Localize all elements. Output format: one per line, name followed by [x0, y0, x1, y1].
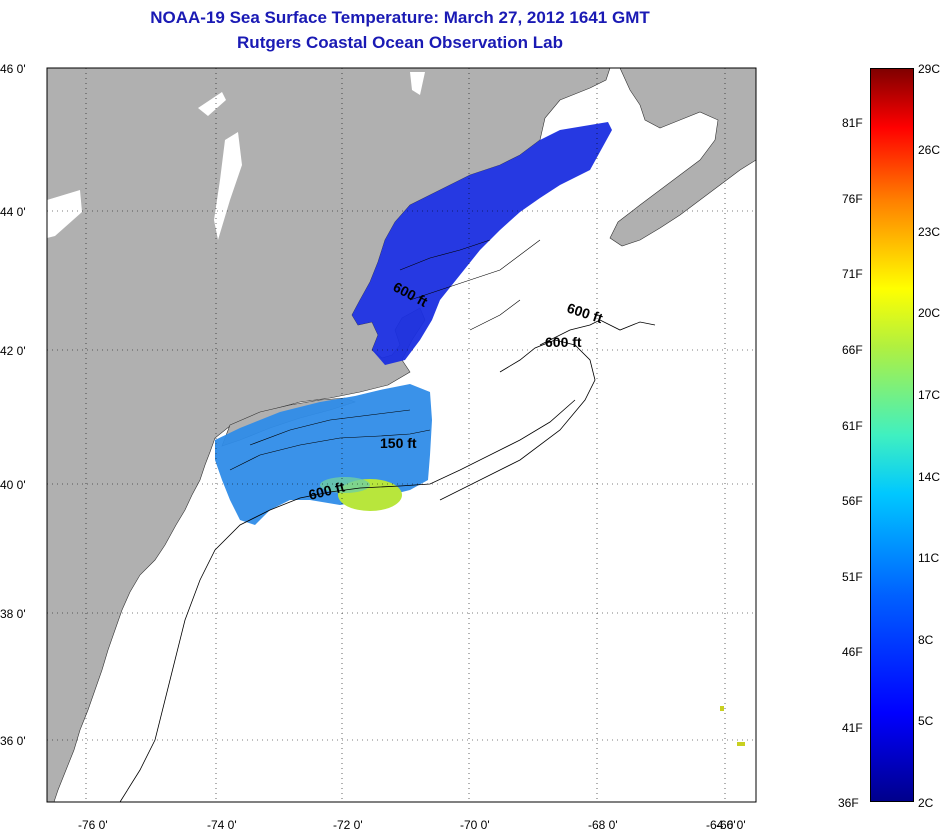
lat-label: 44 0': [0, 205, 26, 219]
colorbar-c-label: 5C: [918, 714, 934, 728]
sst-warm-fringe: [320, 477, 370, 493]
colorbar-c-label: 23C: [918, 225, 941, 239]
colorbar-f-label: 36F: [838, 796, 859, 810]
land-mass-nova-scotia: [609, 67, 757, 247]
colorbar-c-label: 8C: [918, 633, 934, 647]
colorbar-f-label: 51F: [842, 570, 863, 584]
lon-label: -68 0': [588, 818, 618, 832]
contour-label: 600 ft: [545, 334, 582, 350]
colorbar-f-label: 66F: [842, 343, 863, 357]
lon-label: -70 0': [460, 818, 490, 832]
contour-150ft: [229, 409, 431, 471]
colorbar-f-label: 56F: [842, 494, 863, 508]
sst-speck-2: [737, 742, 745, 746]
colorbar-c-label: 2C: [918, 796, 934, 810]
graticule: [47, 68, 756, 802]
sst-speck-1: [720, 706, 724, 711]
sst-gulf-of-maine: [352, 122, 612, 365]
colorbar-f-label: 76F: [842, 192, 863, 206]
colorbar-c-label: 26C: [918, 143, 941, 157]
lon-label: -66 0': [716, 818, 746, 832]
lon-label: -64 0': [706, 818, 736, 832]
map-subtitle: Rutgers Coastal Ocean Observation Lab: [237, 33, 563, 52]
colorbar-c-label: 17C: [918, 388, 941, 402]
map-frame: [46, 67, 757, 803]
colorbar-c-label: 14C: [918, 470, 941, 484]
colorbar-c-label: 11C: [918, 551, 940, 565]
lat-label: 36 0': [0, 734, 26, 748]
colorbar-c-label: 29C: [918, 62, 941, 76]
colorbar-f-label: 71F: [842, 267, 863, 281]
lon-label: -74 0': [207, 818, 237, 832]
contour-gulf-basins: [399, 239, 541, 331]
colorbar-f-label: 61F: [842, 419, 863, 433]
lon-label: -76 0': [78, 818, 108, 832]
contour-shelf-break: [119, 399, 576, 803]
inland-water: [47, 72, 425, 240]
colorbar-f-label: 41F: [842, 721, 863, 735]
lat-label: 40 0': [0, 478, 26, 492]
colorbar-f-label: 46F: [842, 645, 863, 659]
colorbar-c-label: 20C: [918, 306, 941, 320]
map-title: NOAA-19 Sea Surface Temperature: March 2…: [150, 8, 650, 27]
lat-label: 38 0': [0, 607, 26, 621]
contour-label: 150 ft: [380, 435, 417, 451]
lat-label: 46 0': [0, 62, 26, 76]
colorbar-f-label: 81F: [842, 116, 863, 130]
lat-label: 42 0': [0, 344, 26, 358]
colorbar: [870, 68, 914, 802]
lon-label: -72 0': [333, 818, 363, 832]
